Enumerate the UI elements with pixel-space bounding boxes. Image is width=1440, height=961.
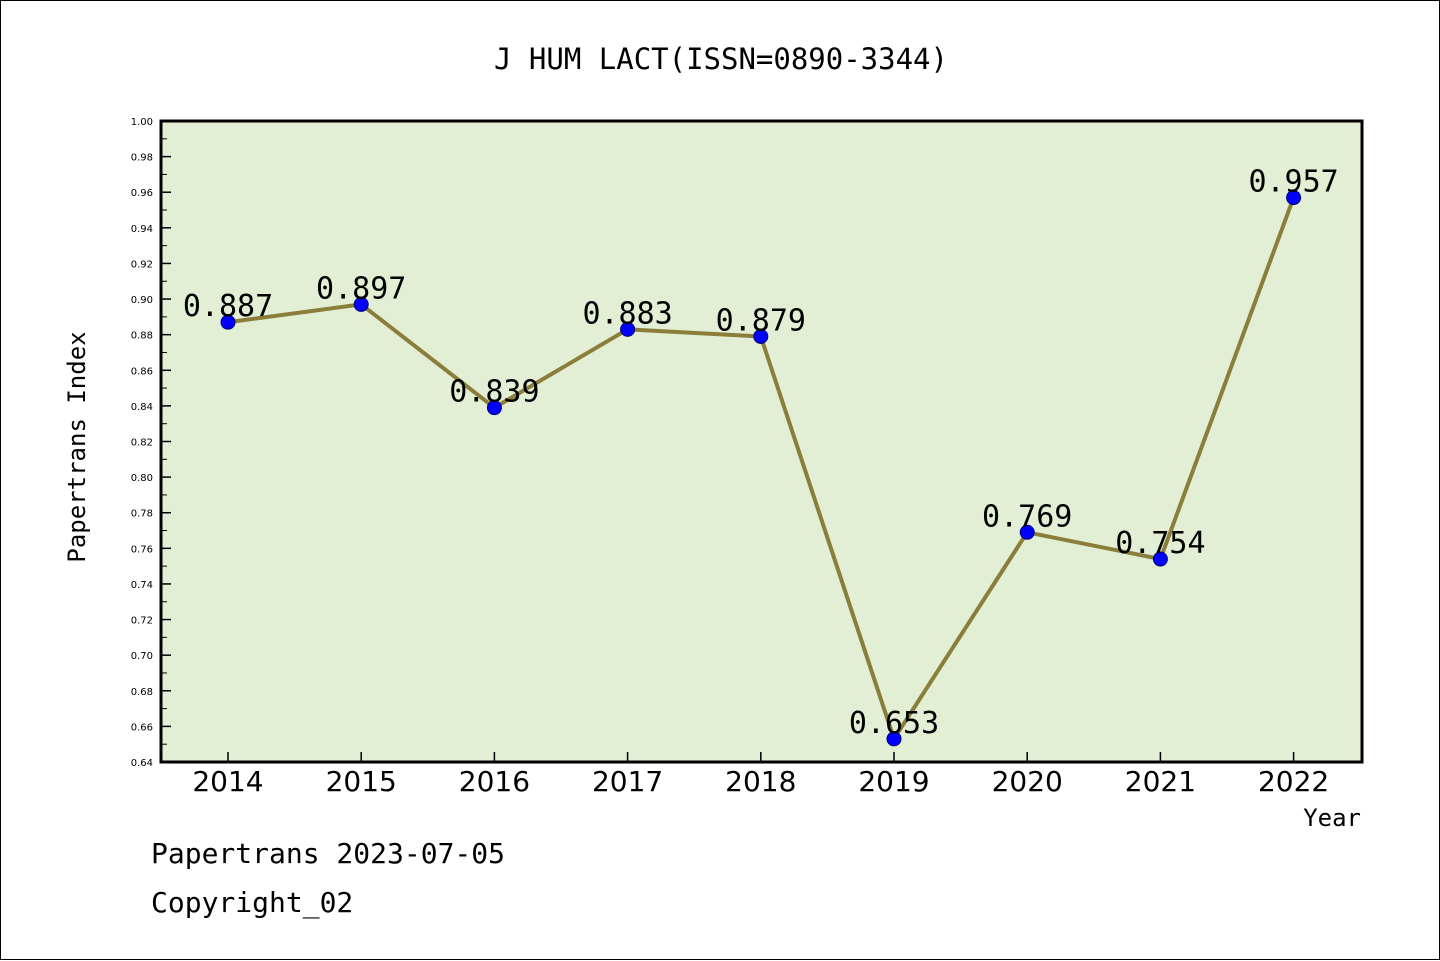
x-tick-label: 2020 [992, 765, 1063, 798]
y-tick-label: 0.78 [131, 509, 153, 520]
x-tick-label: 2016 [459, 765, 530, 798]
y-tick-label: 0.64 [131, 758, 153, 769]
x-tick-label: 2015 [326, 765, 397, 798]
data-point-label: 0.957 [1248, 165, 1338, 200]
data-point-label: 0.769 [982, 499, 1072, 534]
data-point-marker [753, 328, 769, 344]
y-axis: 0.64 0.66 0.68 0.70 0.72 0.74 0.76 0.78 0.80 0.82… [131, 117, 171, 769]
y-tick-label: 0.68 [131, 687, 153, 698]
data-point-marker [353, 296, 369, 312]
y-axis-label: Papertrans Index [63, 331, 91, 562]
data-point-marker [1019, 524, 1035, 540]
plot-area [159, 119, 1364, 764]
chart-title: J HUM LACT(ISSN=0890-3344) [494, 42, 948, 76]
series-markers [220, 190, 1302, 747]
x-axis: 2014 2015 2016 2017 2018 2019 2020 2021 2022 [192, 752, 1329, 798]
y-tick-label: 0.84 [131, 402, 153, 413]
y-tick-label: 0.90 [131, 295, 153, 306]
x-tick-label: 2021 [1125, 765, 1196, 798]
y-tick-label: 0.94 [131, 224, 153, 235]
data-point-label: 0.883 [582, 296, 672, 331]
data-point-marker [1152, 551, 1168, 567]
x-tick-label: 2019 [858, 765, 929, 798]
x-tick-label: 2022 [1258, 765, 1329, 798]
y-tick-label: 0.66 [131, 722, 153, 733]
x-axis-label: Year [1303, 804, 1361, 832]
data-point-label: 0.879 [716, 303, 806, 338]
data-labels: 0.887 0.897 0.839 0.883 0.879 0.653 0.769 0.754… [183, 165, 1339, 741]
data-point-label: 0.653 [849, 706, 939, 741]
x-tick-label: 2014 [192, 765, 263, 798]
y-tick-label: 0.76 [131, 544, 153, 555]
footer-copyright-text: Copyright_02 [151, 886, 354, 919]
data-point-label: 0.754 [1115, 526, 1205, 561]
data-point-label: 0.897 [316, 271, 406, 306]
y-tick-label: 1.00 [131, 117, 153, 128]
y-tick-label: 0.80 [131, 473, 153, 484]
data-point-marker [886, 731, 902, 747]
y-tick-label: 0.72 [131, 616, 153, 627]
data-point-marker [220, 314, 236, 330]
y-tick-label: 0.88 [131, 331, 153, 342]
footer-date-text: Papertrans 2023-07-05 [151, 837, 506, 870]
y-tick-label: 0.98 [131, 153, 153, 164]
data-point-marker [1286, 190, 1302, 206]
y-tick-label: 0.70 [131, 651, 153, 662]
x-tick-label: 2017 [592, 765, 663, 798]
data-point-label: 0.839 [449, 375, 539, 410]
data-point-label: 0.887 [183, 289, 273, 324]
y-tick-label: 0.82 [131, 438, 153, 449]
y-tick-label: 0.86 [131, 366, 153, 377]
y-tick-label: 0.92 [131, 259, 153, 270]
y-tick-label: 0.74 [131, 580, 153, 591]
data-point-marker [620, 321, 636, 337]
y-tick-label: 0.96 [131, 188, 153, 199]
x-tick-label: 2018 [725, 765, 796, 798]
data-point-marker [486, 400, 502, 416]
